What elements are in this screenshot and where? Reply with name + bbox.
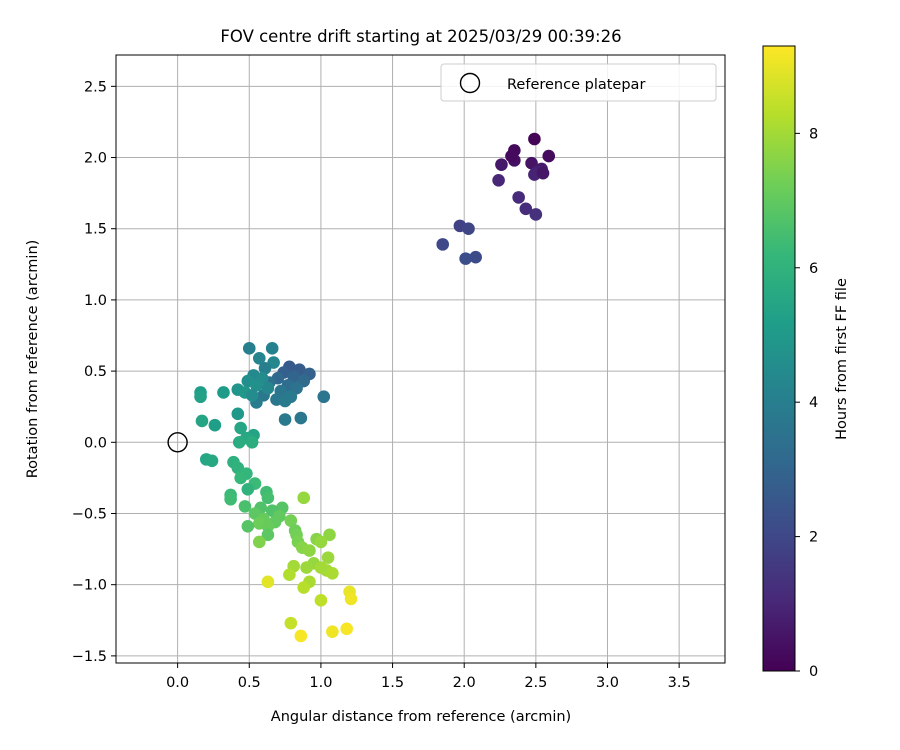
data-point: [542, 149, 556, 163]
x-tick-label: 3.0: [596, 675, 619, 691]
x-tick-label: 3.5: [668, 675, 691, 691]
data-point: [340, 622, 354, 636]
data-point: [208, 418, 222, 432]
data-point: [232, 435, 246, 449]
legend-box: [440, 63, 717, 102]
data-point: [519, 202, 533, 216]
y-tick-label: −1.0: [72, 578, 107, 594]
data-point: [205, 454, 219, 468]
gridlines: [116, 55, 725, 663]
colorbar-tick-label: 4: [809, 395, 818, 411]
data-point: [245, 435, 259, 449]
data-point: [297, 491, 311, 505]
legend: Reference platepar: [440, 63, 717, 102]
data-point: [258, 361, 272, 375]
data-point: [261, 528, 275, 542]
chart-title: FOV centre drift starting at 2025/03/29 …: [220, 27, 621, 46]
data-point: [234, 421, 247, 435]
reference-platepar-marker: [167, 432, 188, 453]
colorbar: 0 2 4 6 8 Hours from first FF file: [762, 45, 850, 680]
data-point: [217, 386, 230, 399]
y-tick-label: 1.0: [84, 293, 107, 309]
x-tick-label: 0.0: [166, 675, 189, 691]
legend-open-circle-icon: [459, 72, 481, 94]
colorbar-fill: [763, 46, 795, 671]
data-point: [252, 351, 266, 365]
data-point: [278, 394, 292, 408]
y-tick-label: 2.0: [84, 151, 107, 167]
y-tick-label: 2.5: [84, 79, 107, 95]
legend-entry-reference: Reference platepar: [507, 77, 645, 93]
colorbar-tick-label: 8: [809, 126, 818, 142]
data-point: [241, 520, 255, 533]
data-point: [495, 158, 508, 171]
data-point: [283, 568, 296, 582]
x-tick-label: 2.0: [453, 675, 476, 691]
data-point: [238, 500, 252, 513]
data-point: [314, 535, 328, 549]
data-point: [284, 514, 298, 527]
y-tick-label: −1.5: [72, 649, 107, 665]
y-axis-label: Rotation from reference (arcmin): [25, 240, 41, 479]
data-point: [241, 482, 255, 496]
colorbar-tick-label: 0: [809, 664, 818, 680]
data-point: [300, 561, 313, 574]
data-point: [224, 492, 237, 506]
data-point: [245, 389, 259, 402]
colorbar-tick-label: 6: [809, 261, 818, 277]
y-tick-label: 0.0: [84, 435, 107, 451]
data-point: [234, 471, 247, 485]
x-axis-label: Angular distance from reference (arcmin): [271, 709, 571, 725]
data-point: [326, 566, 339, 580]
data-point: [231, 407, 245, 421]
data-point: [321, 551, 335, 564]
y-axis-ticks: −1.5 −1.0 −0.5 0.0 0.5 1.0 1.5 2.0 2.5: [72, 79, 116, 665]
data-point: [194, 390, 207, 404]
y-tick-label: −0.5: [72, 506, 107, 522]
data-point: [284, 616, 298, 630]
data-point: [326, 625, 339, 638]
y-tick-label: 0.5: [84, 364, 107, 380]
data-point: [261, 381, 275, 395]
data-point: [297, 581, 311, 594]
data-point: [278, 413, 292, 426]
data-point: [195, 414, 209, 428]
data-point: [528, 132, 541, 146]
data-point: [469, 250, 482, 264]
data-point: [512, 191, 525, 204]
data-point: [294, 411, 308, 425]
data-point: [344, 592, 358, 606]
y-tick-label: 1.5: [84, 222, 107, 238]
x-axis-ticks: 0.0 0.5 1.0 1.5 2.0 2.5 3.0 3.5: [166, 663, 691, 691]
data-point: [529, 208, 543, 221]
data-point: [492, 174, 505, 187]
colorbar-tick-label: 2: [809, 530, 818, 546]
data-point: [265, 342, 279, 355]
x-tick-label: 1.0: [309, 675, 332, 691]
x-tick-label: 1.5: [381, 675, 404, 691]
data-point: [436, 238, 450, 251]
x-tick-label: 0.5: [238, 675, 261, 691]
data-point: [462, 222, 475, 236]
data-point: [294, 629, 308, 643]
plot-frame: [115, 54, 726, 664]
data-point: [317, 390, 331, 404]
data-point: [459, 252, 472, 265]
data-point: [250, 379, 263, 392]
data-point: [261, 575, 275, 589]
colorbar-frame: [762, 45, 796, 672]
x-tick-label: 2.5: [524, 675, 547, 691]
data-point: [505, 149, 518, 163]
data-point: [303, 544, 316, 557]
colorbar-ticks: 0 2 4 6 8: [795, 126, 818, 680]
data-point: [536, 166, 550, 180]
scatter-points: [194, 132, 556, 643]
data-point: [323, 528, 336, 542]
colorbar-label: Hours from first FF file: [834, 278, 850, 440]
data-point: [242, 342, 256, 355]
data-point: [314, 594, 328, 607]
data-point: [252, 535, 266, 549]
data-point: [261, 491, 275, 505]
